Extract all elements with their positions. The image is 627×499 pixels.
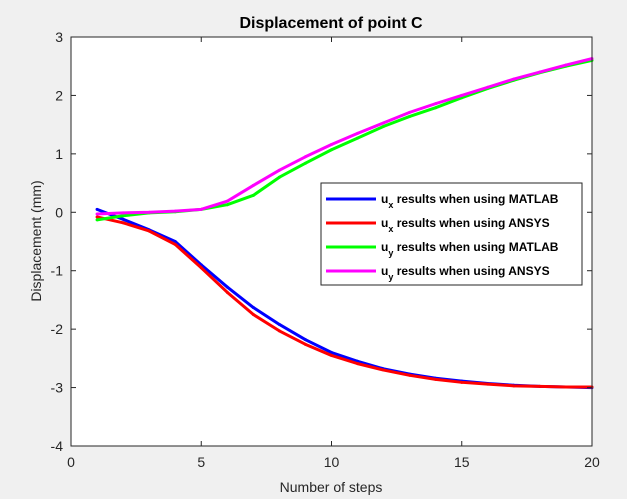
series-0-point-9 <box>330 351 333 355</box>
series-0-point-7 <box>277 322 281 326</box>
x-tick-label: 5 <box>197 454 205 470</box>
series-3-point-16 <box>512 77 516 81</box>
legend-label-2: uy results when using MATLAB <box>381 240 559 258</box>
x-tick-label: 0 <box>67 454 75 470</box>
series-1-point-17 <box>538 384 542 388</box>
series-line-1 <box>96 215 592 389</box>
series-3-point-17 <box>538 70 542 74</box>
series-0-point-0 <box>95 207 99 211</box>
series-1-point-3 <box>173 242 177 246</box>
series-3-point-0 <box>95 212 99 216</box>
series-2-point-0 <box>95 218 99 222</box>
series-layer <box>95 57 594 390</box>
series-3-point-2 <box>147 210 151 214</box>
series-2-point-9 <box>330 148 333 152</box>
series-1-point-9 <box>330 353 333 357</box>
legend-label-0: ux results when using MATLAB <box>381 192 559 210</box>
series-2-point-6 <box>251 193 255 197</box>
series-3-point-5 <box>225 199 229 203</box>
series-2-point-12 <box>408 114 412 118</box>
series-1-point-0 <box>95 215 99 219</box>
series-3-point-18 <box>564 63 568 67</box>
x-tick-label: 15 <box>454 454 470 470</box>
series-1-point-14 <box>460 380 464 384</box>
y-tick-label: -2 <box>51 321 64 337</box>
series-2-point-10 <box>356 136 360 140</box>
chart-title: Displacement of point C <box>239 15 423 32</box>
series-line-3 <box>96 57 593 216</box>
series-2-point-13 <box>434 106 438 110</box>
series-3-point-7 <box>277 168 281 172</box>
series-0-point-6 <box>251 306 255 310</box>
y-axis-label: Displacement (mm) <box>28 180 44 301</box>
series-1-point-7 <box>277 329 281 333</box>
y-tick-label: 1 <box>55 146 63 162</box>
series-0-point-8 <box>303 338 307 342</box>
series-1-point-2 <box>147 229 151 233</box>
x-axis-label: Number of steps <box>280 479 383 495</box>
series-3-point-11 <box>382 121 386 125</box>
series-2-point-8 <box>303 161 307 165</box>
series-3-point-10 <box>356 131 360 135</box>
series-3-point-8 <box>303 155 307 159</box>
series-1-point-18 <box>564 385 568 389</box>
series-3-point-13 <box>434 102 438 106</box>
y-tick-label: 2 <box>55 87 63 103</box>
axes-layer: 0 5 10 15 20 -4 -3 -2 -1 0 1 2 3 <box>51 29 600 470</box>
series-0-point-3 <box>173 240 177 243</box>
x-tick-label: 10 <box>324 454 340 470</box>
series-3-point-12 <box>408 110 412 114</box>
series-1-point-15 <box>486 382 490 386</box>
y-tick-label: 3 <box>55 29 63 45</box>
series-1-point-1 <box>121 221 125 225</box>
legend: ux results when using MATLAB ux results w… <box>320 182 583 286</box>
y-tick-label: -1 <box>51 263 64 279</box>
legend-label-1: ux results when using ANSYS <box>381 216 550 234</box>
series-2-point-1 <box>121 214 125 218</box>
series-0-point-5 <box>225 285 229 289</box>
series-3-point-6 <box>251 183 255 187</box>
y-tick-label: 0 <box>55 204 63 220</box>
series-1-point-11 <box>382 368 386 372</box>
series-3-point-14 <box>460 93 464 97</box>
series-1-point-5 <box>225 290 229 294</box>
series-1-point-13 <box>434 377 438 381</box>
series-1-point-8 <box>303 342 307 346</box>
series-1-point-16 <box>512 384 516 388</box>
series-1-point-12 <box>408 373 412 377</box>
series-3-point-1 <box>121 211 125 215</box>
legend-label-3: uy results when using ANSYS <box>381 264 550 282</box>
series-1-point-6 <box>251 313 255 317</box>
x-tick-label: 20 <box>584 454 600 470</box>
series-3-point-4 <box>199 207 203 211</box>
series-3-point-15 <box>486 85 490 89</box>
series-1-point-10 <box>356 362 360 366</box>
series-3-point-9 <box>330 143 333 147</box>
y-tick-label: -3 <box>51 380 64 396</box>
series-2-point-5 <box>225 203 229 207</box>
series-1-point-4 <box>199 266 203 270</box>
series-3-point-3 <box>173 209 177 213</box>
series-2-point-11 <box>382 124 386 128</box>
series-2-point-7 <box>277 175 281 179</box>
y-tick-label: -4 <box>51 438 64 454</box>
series-0-point-1 <box>121 217 125 221</box>
